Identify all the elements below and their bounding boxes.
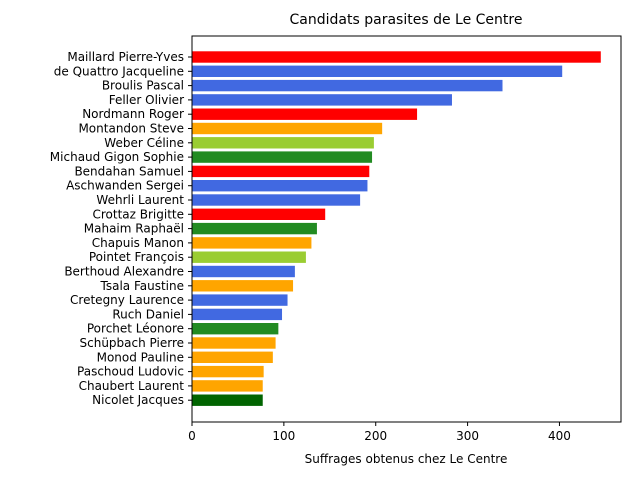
category-label: Chapuis Manon	[92, 236, 184, 250]
category-label: Schüpbach Pierre	[80, 336, 185, 350]
category-label: Mahaim Raphaël	[84, 222, 184, 236]
category-label: Nicolet Jacques	[92, 393, 184, 407]
bar	[192, 280, 294, 292]
category-label: Crottaz Brigitte	[92, 207, 184, 221]
category-label: Tsala Faustine	[100, 279, 185, 293]
bar	[192, 180, 368, 192]
bar	[192, 194, 361, 206]
category-label: Bendahan Samuel	[74, 164, 184, 178]
category-label: Broulis Pascal	[102, 79, 184, 93]
plot-frame	[191, 35, 622, 423]
category-label: Paschoud Ludovic	[77, 365, 184, 379]
category-label: Pointet François	[89, 250, 184, 264]
category-label: Weber Céline	[104, 136, 184, 150]
bars-group	[192, 51, 601, 406]
bar	[192, 122, 383, 135]
x-tick-label: 100	[272, 429, 295, 443]
category-label: Michaud Gigon Sophie	[50, 150, 184, 164]
bar	[192, 79, 503, 92]
bar	[192, 308, 283, 321]
x-axis: 0 100 200 300 400	[188, 422, 571, 443]
category-label: Porchet Léonore	[87, 322, 184, 336]
category-label: Aschwanden Sergei	[66, 179, 184, 193]
bar	[192, 323, 279, 335]
bar	[192, 151, 373, 163]
bar	[192, 208, 326, 220]
x-axis-label: Suffrages obtenus chez Le Centre	[305, 452, 508, 466]
bar	[192, 380, 263, 392]
category-label: Montandon Steve	[78, 122, 184, 136]
chart-title: Candidats parasites de Le Centre	[290, 12, 523, 28]
bar	[192, 365, 264, 378]
category-label: Feller Olivier	[109, 93, 184, 107]
bar	[192, 394, 263, 406]
bar	[192, 222, 317, 235]
bar	[192, 337, 276, 349]
bar	[192, 137, 374, 149]
x-tick-label: 0	[188, 429, 196, 443]
bar	[192, 265, 295, 278]
category-label: Ruch Daniel	[112, 307, 184, 321]
bar	[192, 65, 563, 77]
bar	[192, 165, 370, 178]
category-label: Monod Pauline	[97, 350, 184, 364]
bar	[192, 237, 312, 249]
bar	[192, 251, 306, 263]
bar	[192, 294, 288, 306]
bar	[192, 108, 418, 120]
x-tick-label: 300	[456, 429, 479, 443]
bar	[192, 51, 601, 63]
category-label: Chaubert Laurent	[79, 379, 185, 393]
category-label: Nordmann Roger	[82, 107, 184, 121]
category-label: Wehrli Laurent	[96, 193, 184, 207]
category-label: de Quattro Jacqueline	[54, 64, 184, 78]
category-label: Maillard Pierre-Yves	[67, 50, 184, 64]
x-tick-label: 200	[364, 429, 387, 443]
category-label: Berthoud Alexandre	[64, 265, 184, 279]
bar	[192, 351, 273, 363]
bar	[192, 94, 452, 106]
x-tick-label: 400	[548, 429, 571, 443]
category-label: Cretegny Laurence	[70, 293, 184, 307]
